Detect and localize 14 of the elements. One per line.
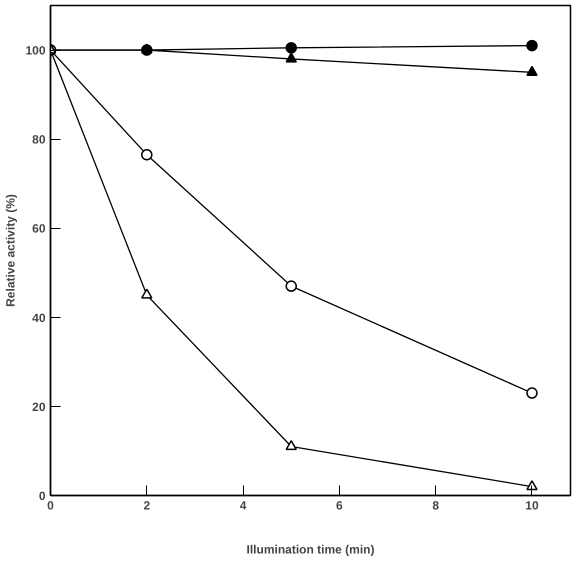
y-tick-label: 40 <box>32 310 46 325</box>
y-tick-label: 60 <box>32 222 46 236</box>
x-axis-title: Illumination time (min) <box>246 542 375 556</box>
x-tick-label: 10 <box>525 498 539 512</box>
x-tick-label: 6 <box>336 498 344 512</box>
y-axis-title: Relative activity (%) <box>3 194 18 307</box>
y-tick-label: 20 <box>32 400 46 414</box>
x-tick-label: 8 <box>432 498 440 512</box>
x-tick-label: 2 <box>143 498 150 512</box>
x-tick-label: 0 <box>47 498 54 512</box>
y-tick-label: 100 <box>25 44 46 58</box>
y-tick-label: 0 <box>38 489 46 503</box>
x-tick-label: 4 <box>240 498 247 512</box>
y-tick-label: 80 <box>32 132 46 147</box>
